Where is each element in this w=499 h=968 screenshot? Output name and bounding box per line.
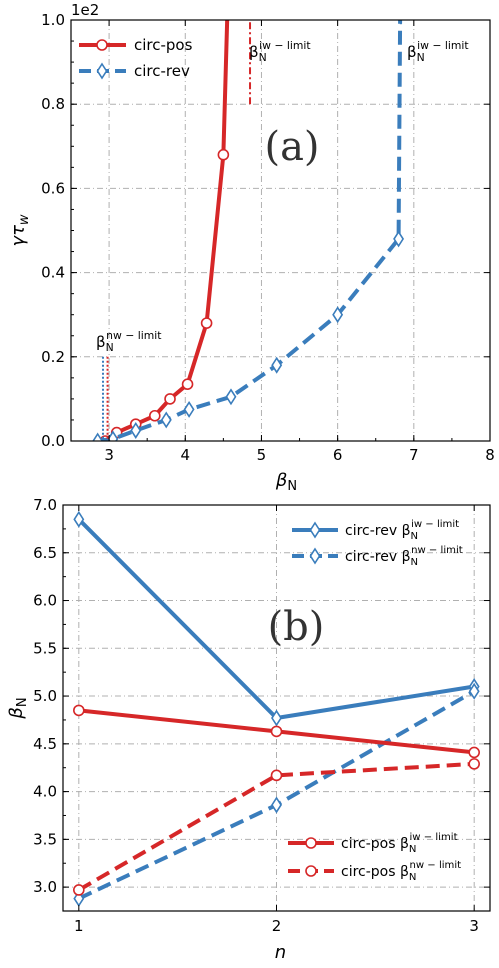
y-tick-label: 3.0: [33, 878, 57, 896]
data-point-circ-pos: [181, 378, 194, 390]
data-point-circ-rev: [160, 411, 172, 429]
y-tick-label: 0.6: [41, 179, 65, 197]
series-line-circ-rev: [97, 20, 403, 441]
panel-label-a: (a): [264, 124, 319, 170]
legend: circ-pos circ-rev: [79, 36, 193, 80]
data-point-circ-rev: [332, 306, 344, 324]
plot-area: [92, 20, 405, 441]
series-line: [77, 761, 475, 892]
y-tick-label: 0.2: [41, 348, 65, 366]
legend-label: circ-rev βNnw − limit: [345, 545, 463, 568]
y-tick-label: 5.5: [33, 639, 57, 657]
y-tick-label: 0.0: [41, 432, 65, 450]
x-tick-label: 2: [272, 917, 282, 935]
annotation-nw-limit: βNnw − limit: [96, 329, 162, 354]
legend-label: circ-rev: [134, 62, 190, 80]
y-tick-label: 0.8: [41, 95, 65, 113]
panel-b-chart: (b) 1 2 3 3.0 3.5 4.0 4.5 5.0 5.5 6.0 6.5 7.0 n βN circ…: [6, 496, 491, 963]
y-tick-label: 7.0: [33, 496, 57, 514]
legend: circ-rev βNiw − limit circ-rev βNnw − lim…: [288, 519, 463, 883]
y-axis-label: γτw: [8, 214, 32, 247]
x-tick-label: 1: [74, 917, 84, 935]
data-point-circ-rev: [183, 400, 195, 418]
x-tick-label: 8: [485, 446, 495, 464]
legend-label: circ-rev βNiw − limit: [345, 519, 459, 542]
data-point: [270, 725, 283, 738]
series-line-circ-pos: [104, 20, 230, 441]
y-tick-label: 4.5: [33, 735, 57, 753]
y-tick-label: 4.0: [33, 783, 57, 801]
data-point-circ-pos: [164, 393, 176, 405]
data-point: [468, 746, 480, 759]
legend-label: circ-pos: [134, 36, 193, 54]
data-point: [468, 758, 480, 770]
x-tick-label: 5: [257, 446, 267, 464]
y-axis-label: βN: [6, 697, 30, 719]
x-tick-label: 4: [180, 446, 190, 464]
legend-marker: [309, 547, 321, 565]
x-tick-label: 7: [409, 446, 419, 464]
axes-frame: [70, 19, 491, 442]
data-point: [271, 796, 282, 814]
annotation-iw-limit-pos: βNiw − limit: [249, 39, 311, 64]
data-point: [73, 510, 85, 528]
legend-marker: [96, 39, 108, 51]
y-tick-label: 3.5: [33, 830, 57, 848]
panel-a-chart: βNiw − limit βNiw − limit βNnw − limit (a) 3…: [8, 1, 495, 494]
data-point-circ-pos: [200, 317, 213, 329]
legend-label: circ-pos βNnw − limit: [341, 860, 461, 883]
data-point-circ-rev: [393, 230, 405, 248]
data-point: [73, 704, 85, 717]
x-axis-label: n: [275, 942, 286, 963]
panel-label-b: (b): [268, 604, 325, 650]
data-point-circ-pos: [149, 409, 161, 422]
x-tick-label: 6: [333, 446, 343, 464]
y-tick-label: 6.0: [33, 592, 57, 610]
legend-marker: [96, 62, 108, 80]
legend-marker: [305, 865, 317, 877]
legend-label: circ-pos βNiw − limit: [341, 832, 458, 855]
annotation-iw-limit-rev: βNiw − limit: [407, 39, 469, 64]
data-point-circ-pos: [217, 148, 230, 161]
y-tick-label: 5.0: [33, 687, 57, 705]
offset-text: 1e2: [71, 1, 99, 19]
data-point: [73, 884, 85, 896]
x-axis-label: βN: [275, 470, 297, 494]
x-tick-label: 3: [469, 917, 479, 935]
x-tick-label: 3: [104, 446, 114, 464]
y-tick-label: 1.0: [41, 11, 65, 29]
legend-marker: [305, 837, 317, 849]
data-point-circ-rev: [225, 388, 237, 406]
data-point-circ-rev: [130, 421, 142, 439]
legend-marker: [309, 521, 321, 539]
data-point-circ-rev: [92, 432, 104, 441]
data-point: [271, 709, 282, 727]
data-point-circ-rev: [107, 430, 119, 441]
data-point: [468, 682, 480, 700]
y-tick-label: 0.4: [41, 264, 65, 282]
data-point: [270, 769, 283, 782]
y-tick-label: 6.5: [33, 544, 57, 562]
data-point-circ-rev: [271, 356, 283, 374]
